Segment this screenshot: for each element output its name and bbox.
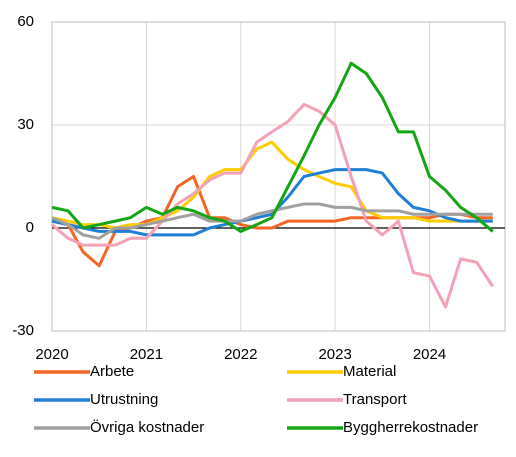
x-tick-label: 2021 [130, 346, 163, 363]
y-tick-label: 30 [17, 116, 34, 133]
legend-label: Utrustning [90, 391, 158, 408]
x-tick-label: 2023 [318, 346, 351, 363]
series-line [51, 140, 493, 230]
legend-label: Material [343, 363, 396, 380]
series-line [51, 168, 493, 237]
legend-label: Övriga kostnader [90, 418, 204, 436]
y-tick-label: -30 [12, 322, 34, 339]
y-tick-label: 0 [26, 219, 34, 236]
x-tick-label: 2020 [35, 346, 68, 363]
legend-label: Transport [343, 391, 407, 408]
y-tick-label: 60 [17, 13, 34, 30]
series-line [51, 202, 493, 240]
series-line [51, 102, 494, 309]
x-tick-label: 2022 [224, 346, 257, 363]
legend-label: Byggherrekostnader [343, 419, 478, 436]
plot-border [51, 21, 506, 332]
series-line [51, 61, 494, 233]
x-tick-label: 2024 [413, 346, 446, 363]
legend-label: Arbete [90, 363, 134, 380]
